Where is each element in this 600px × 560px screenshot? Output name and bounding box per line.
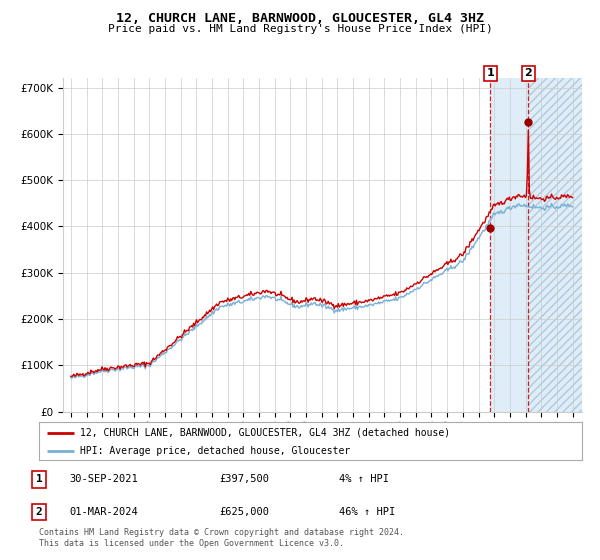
Bar [528,78,582,412]
Text: £625,000: £625,000 [219,507,269,517]
Text: 2: 2 [524,68,532,78]
Text: £397,500: £397,500 [219,474,269,484]
Text: 1: 1 [487,68,494,78]
Text: Contains HM Land Registry data © Crown copyright and database right 2024.
This d: Contains HM Land Registry data © Crown c… [39,528,404,548]
Text: Price paid vs. HM Land Registry's House Price Index (HPI): Price paid vs. HM Land Registry's House … [107,24,493,34]
Bar [528,78,582,412]
Text: 12, CHURCH LANE, BARNWOOD, GLOUCESTER, GL4 3HZ (detached house): 12, CHURCH LANE, BARNWOOD, GLOUCESTER, G… [80,428,450,438]
Text: HPI: Average price, detached house, Gloucester: HPI: Average price, detached house, Glou… [80,446,350,456]
Text: 12, CHURCH LANE, BARNWOOD, GLOUCESTER, GL4 3HZ: 12, CHURCH LANE, BARNWOOD, GLOUCESTER, G… [116,12,484,25]
Bar [490,78,528,412]
Text: 2: 2 [35,507,43,517]
Text: 30-SEP-2021: 30-SEP-2021 [69,474,138,484]
Text: 46% ↑ HPI: 46% ↑ HPI [339,507,395,517]
Text: 4% ↑ HPI: 4% ↑ HPI [339,474,389,484]
Text: 1: 1 [35,474,43,484]
Text: 01-MAR-2024: 01-MAR-2024 [69,507,138,517]
